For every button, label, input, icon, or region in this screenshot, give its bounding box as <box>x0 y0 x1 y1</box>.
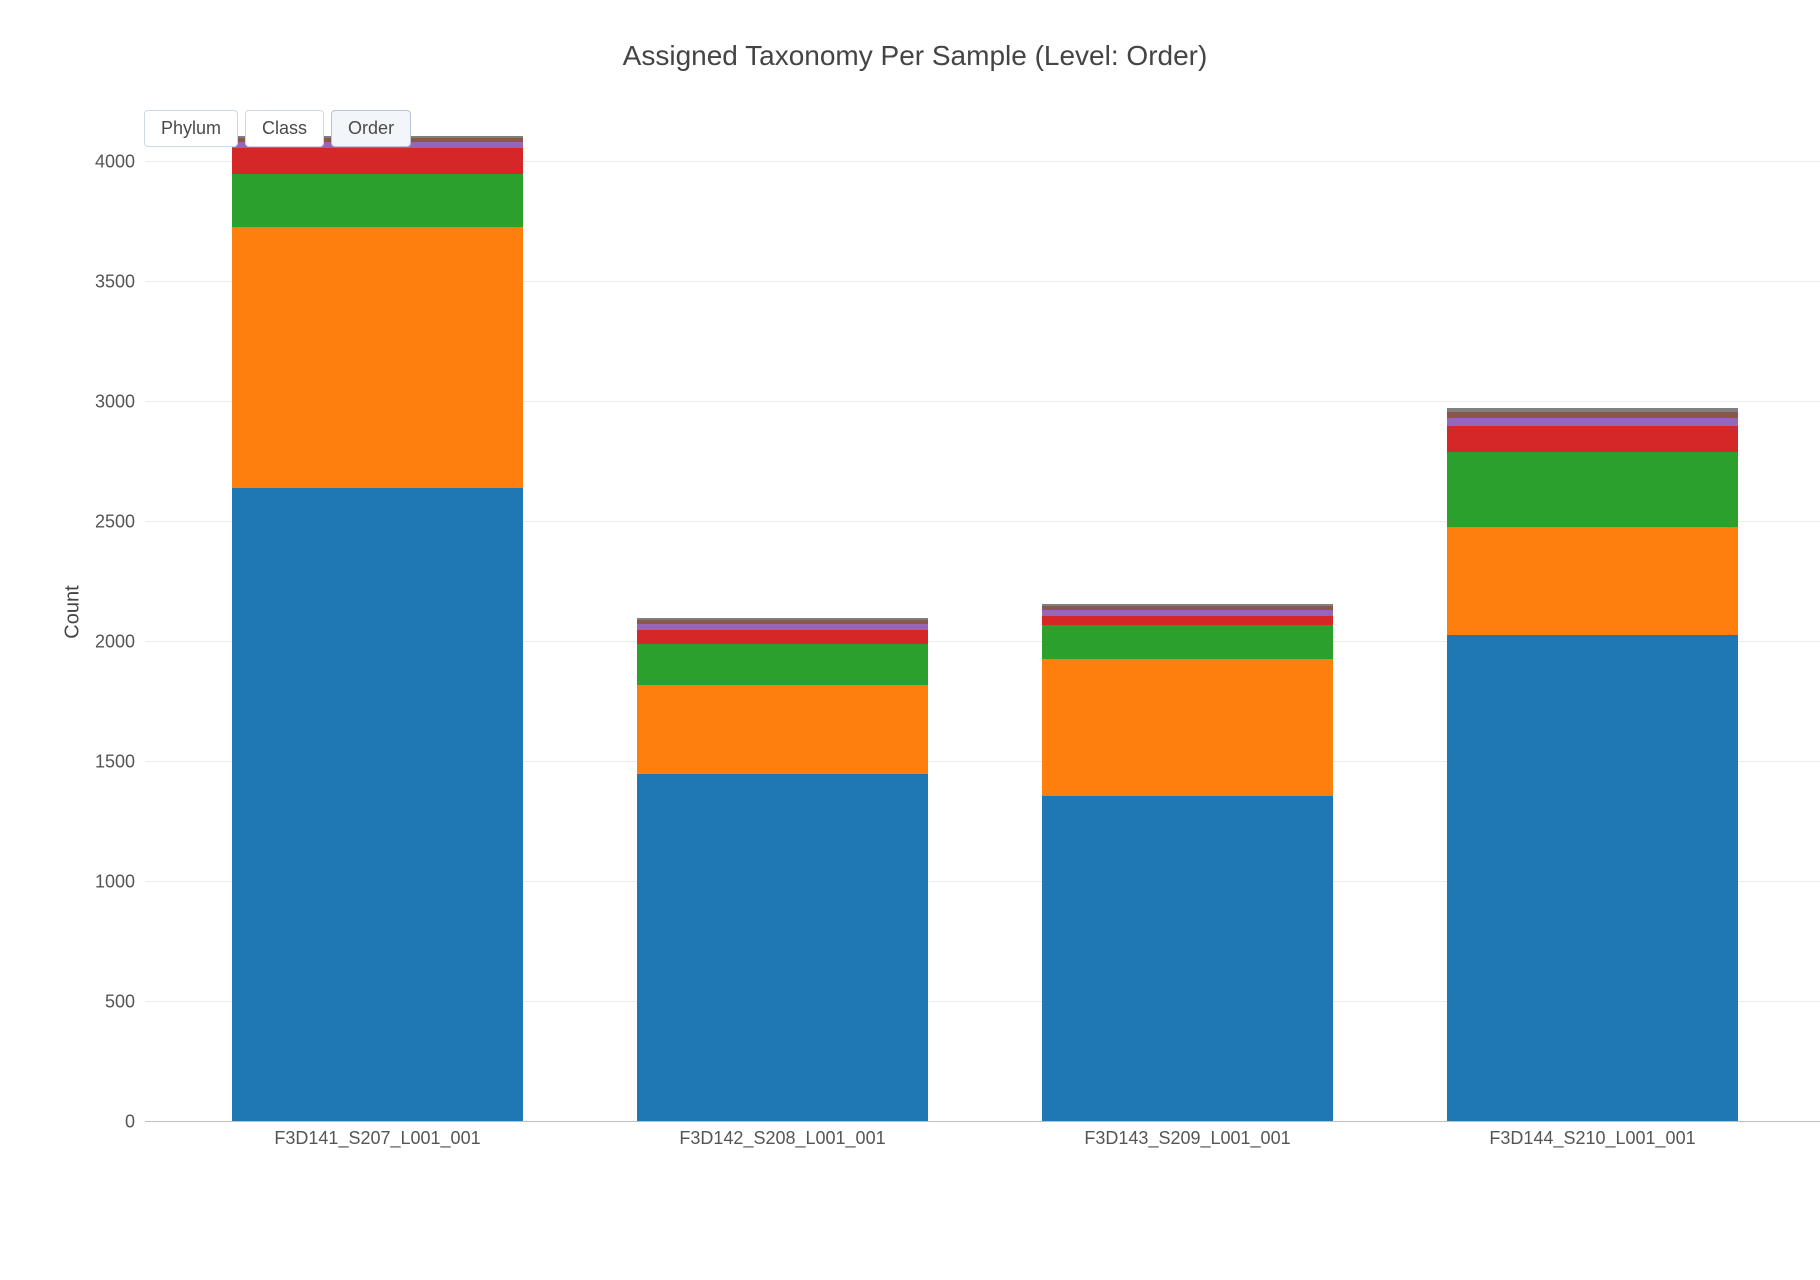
bar-segment[interactable] <box>232 174 524 227</box>
bar-slot <box>580 102 985 1122</box>
bar-segment[interactable] <box>637 644 929 685</box>
bar-stack[interactable] <box>637 618 929 1122</box>
chart-title: Assigned Taxonomy Per Sample (Level: Ord… <box>50 40 1780 72</box>
x-tick-label: F3D142_S208_L001_001 <box>580 1128 985 1149</box>
bar-slot <box>175 102 580 1122</box>
bar-slot <box>985 102 1390 1122</box>
bar-segment[interactable] <box>1447 635 1739 1122</box>
y-tick-label: 2500 <box>95 512 145 533</box>
y-axis-title: Count <box>62 585 85 638</box>
plot-area: Count 05001000150020002500300035004000 <box>145 102 1820 1122</box>
y-tick-label: 500 <box>105 992 145 1013</box>
bar-segment[interactable] <box>1042 659 1334 796</box>
x-axis-labels: F3D141_S207_L001_001F3D142_S208_L001_001… <box>145 1122 1820 1149</box>
bar-stack[interactable] <box>1447 408 1739 1122</box>
level-button-class[interactable]: Class <box>245 110 324 147</box>
bar-segment[interactable] <box>1447 452 1739 526</box>
level-button-order[interactable]: Order <box>331 110 411 147</box>
bar-segment[interactable] <box>1447 418 1739 426</box>
x-tick-label: F3D141_S207_L001_001 <box>175 1128 580 1149</box>
level-button-phylum[interactable]: Phylum <box>144 110 238 147</box>
bar-segment[interactable] <box>637 774 929 1122</box>
bar-segment[interactable] <box>637 630 929 644</box>
y-tick-label: 1500 <box>95 752 145 773</box>
bar-segment[interactable] <box>1042 625 1334 659</box>
level-button-row: Phylum Class Order <box>144 110 411 147</box>
bar-segment[interactable] <box>232 488 524 1122</box>
bar-stack[interactable] <box>232 136 524 1122</box>
bar-segment[interactable] <box>637 685 929 774</box>
bar-segment[interactable] <box>1447 426 1739 452</box>
bar-segment[interactable] <box>232 227 524 489</box>
y-tick-label: 3500 <box>95 272 145 293</box>
chart-container: Assigned Taxonomy Per Sample (Level: Ord… <box>0 0 1820 1280</box>
x-tick-label: F3D144_S210_L001_001 <box>1390 1128 1795 1149</box>
bar-segment[interactable] <box>1042 616 1334 626</box>
y-tick-label: 1000 <box>95 872 145 893</box>
bar-segment[interactable] <box>1042 796 1334 1122</box>
bar-stack[interactable] <box>1042 604 1334 1122</box>
bar-segment[interactable] <box>232 148 524 174</box>
bars-row <box>145 102 1820 1122</box>
y-tick-label: 3000 <box>95 392 145 413</box>
x-tick-label: F3D143_S209_L001_001 <box>985 1128 1390 1149</box>
y-tick-label: 4000 <box>95 152 145 173</box>
bar-slot <box>1390 102 1795 1122</box>
y-tick-label: 2000 <box>95 632 145 653</box>
y-tick-label: 0 <box>125 1112 145 1133</box>
bar-segment[interactable] <box>1447 527 1739 635</box>
